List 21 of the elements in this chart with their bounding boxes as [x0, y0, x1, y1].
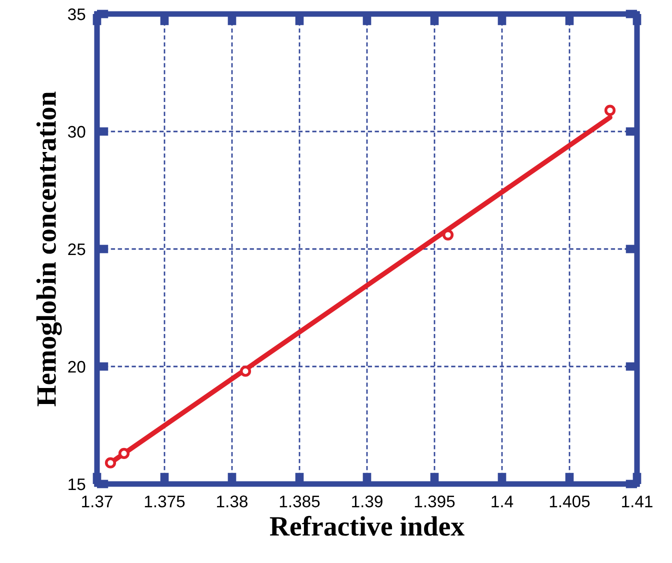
y-tick-label: 35	[68, 8, 86, 20]
point	[118, 448, 130, 460]
y-tick-label: 20	[68, 360, 86, 373]
x-tick-label: 1.375	[144, 496, 185, 508]
x-tick-label: 1.38	[217, 496, 248, 508]
point	[442, 229, 454, 240]
y-tick-label: 25	[68, 243, 86, 256]
y-tick-label: 15	[68, 478, 86, 490]
x-tick-label: 1.39	[352, 496, 382, 508]
x-axis-title: Refractive index	[270, 516, 464, 536]
point	[104, 457, 116, 468]
y-axis-title: Hemoglobin concentration	[36, 92, 62, 406]
x-tick-label: 1.41	[622, 496, 652, 508]
point	[604, 104, 616, 116]
x-tick-label: 1.37	[82, 496, 112, 508]
x-tick-label: 1.405	[550, 496, 590, 508]
x-tick-label: 1.4	[492, 496, 514, 508]
x-tick-label: 1.395	[414, 496, 455, 508]
y-tick-label: 30	[68, 126, 86, 138]
point	[240, 366, 252, 377]
x-tick-label: 1.385	[280, 496, 320, 508]
